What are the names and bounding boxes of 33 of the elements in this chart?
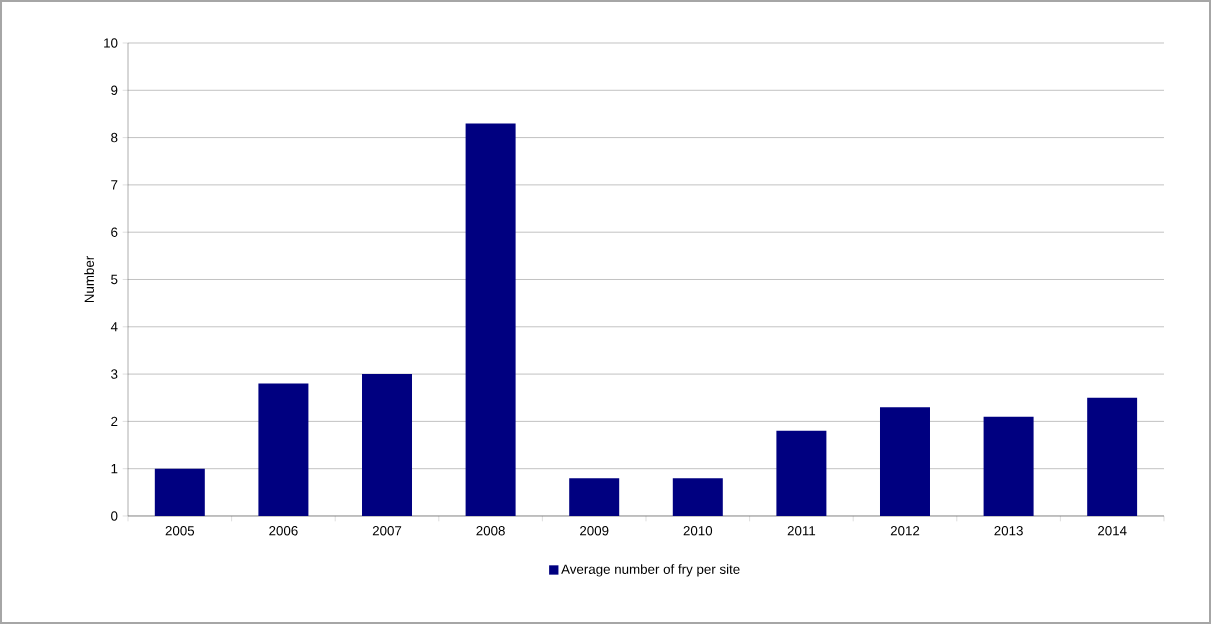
x-tick-label: 2013	[994, 526, 1023, 536]
bar	[258, 383, 309, 516]
y-tick-label: 2	[111, 416, 118, 427]
y-tick-label: 0	[111, 511, 118, 521]
bar	[569, 478, 620, 516]
x-tick-label: 2006	[269, 526, 298, 536]
x-tick-label: 2008	[476, 526, 505, 536]
x-tick-label: 2009	[580, 526, 609, 536]
x-tick-label: 2010	[683, 526, 713, 536]
y-tick-label: 4	[110, 322, 118, 332]
y-tick-label: 3	[111, 369, 118, 379]
x-tick-label: 2012	[890, 526, 920, 536]
y-tick-label: 8	[111, 132, 118, 143]
bar	[465, 123, 516, 516]
x-tick-label: 2007	[372, 526, 402, 536]
bar	[983, 416, 1034, 516]
bar	[1087, 397, 1138, 516]
y-tick-label: 9	[111, 85, 118, 95]
y-tick-label: 1	[111, 464, 118, 474]
bar	[879, 407, 930, 516]
bar	[362, 374, 412, 516]
y-tick-label: 5	[111, 274, 118, 285]
y-tick-label: 6	[111, 227, 118, 237]
bar	[672, 478, 723, 516]
y-axis-title: Number	[84, 256, 94, 303]
bar	[154, 468, 205, 516]
y-tick-label: 10	[104, 38, 118, 48]
x-tick-label: 2014	[1098, 526, 1127, 536]
legend-label: Average number of fry per site	[561, 564, 740, 577]
x-tick-label: 2011	[787, 526, 816, 536]
bar	[776, 430, 827, 516]
x-tick-label: 2005	[165, 526, 195, 536]
y-tick-label: 7	[111, 180, 118, 190]
